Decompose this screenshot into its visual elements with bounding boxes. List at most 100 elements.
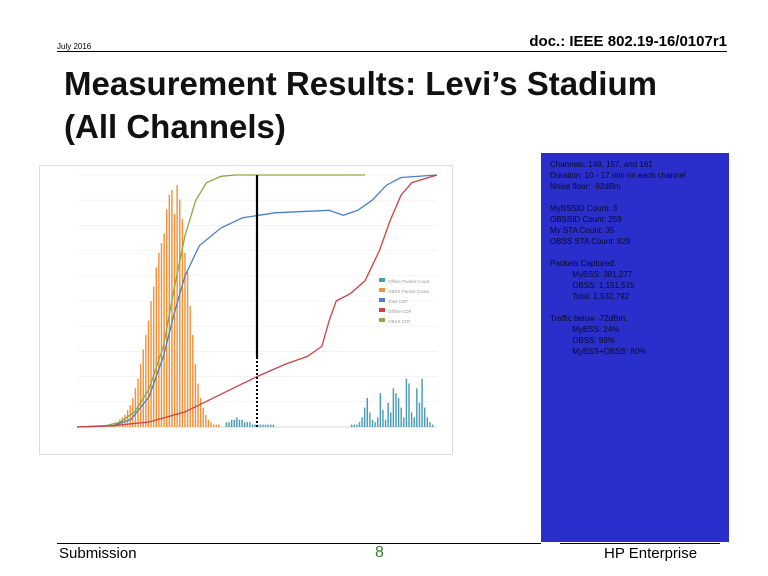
obss-bar [189,306,191,427]
obss-bar [160,243,163,427]
offsite-bar [249,422,251,427]
obss-bar [147,320,150,427]
offsite-bar [400,407,402,427]
obss-bar [150,301,152,427]
offsite-bar [251,424,254,427]
obss-bar [145,335,147,427]
obss-bar [171,189,173,427]
offsite-bar [397,397,400,427]
obss-bar [126,410,129,427]
offsite-bar [267,424,269,427]
obss-bar [129,405,131,427]
legend-label: Offsite CDF [388,309,412,314]
obss-bar [139,364,142,427]
offsite-bar [259,424,262,427]
offsite-bar [243,422,246,427]
panel-line: Duration: 10 - 17 min on each channel [550,171,686,180]
obss-bar [212,424,215,427]
panel-line: MyBSS: 24% [550,325,620,334]
offsite-bar [246,422,248,427]
obss-bar [165,209,168,427]
panel-line: MyBSS+OBSS: 80% [550,347,647,356]
obss-bar [173,214,176,427]
obss-cdf-line [76,174,365,428]
offsite-bar [241,419,243,427]
offsite-bar [236,417,238,427]
offsite-bar [379,393,382,427]
obss-bar [215,424,217,427]
obss-bar [184,252,186,427]
panel-line: Packets Captured: [550,259,616,268]
offsite-bar [387,402,389,427]
offsite-bar [353,424,355,427]
footer-submission: Submission [59,545,137,562]
offsite-bar [405,378,408,427]
obss-bar [186,272,189,427]
offsite-bar [426,417,428,427]
offsite-bar [416,388,418,427]
legend-swatch [379,288,385,292]
offsite-bar [371,419,374,427]
panel-line: Total: 1,532,792 [550,292,630,301]
stats-panel: Channels: 149, 157, and 161 Duration: 10 … [541,153,729,542]
legend-swatch [379,308,385,312]
panel-line: MyBSSID Count: 3 [550,204,618,213]
footer-page-number: 8 [375,544,384,561]
panel-line: MyBSS: 381,277 [550,270,633,279]
legend-label: OBSS Packet Count [388,289,430,294]
header-doc-id: doc.: IEEE 802.19-16/0107r1 [529,33,727,50]
offsite-bar [395,393,397,427]
panel-line: OBSSID Count: 259 [550,215,622,224]
obss-bar [181,218,184,427]
offsite-bar [390,412,392,427]
panel-line: OBSS STA Count: 829 [550,237,631,246]
panel-line: Traffic below -72dBm: [550,314,628,323]
obss-bar [194,364,197,427]
obss-bar [163,233,165,427]
obss-bar [168,194,171,427]
offsite-bar [228,422,230,427]
panel-line: Channels: 149, 157, and 161 [550,160,653,169]
offsite-bar [418,402,421,427]
footer-divider-right [560,543,720,544]
title-line-1: Measurement Results: Levi’s Stadium [64,65,657,102]
offsite-bar [421,378,423,427]
obss-bar [192,335,194,427]
offsite-bar [384,419,387,427]
legend-swatch [379,278,385,282]
obss-bar [199,397,202,427]
offsite-bar [410,412,413,427]
offsite-bar [225,422,228,427]
header-date: July 2016 [57,42,92,51]
panel-line: Noise floor: -92dBm [550,182,621,191]
obss-bar [218,424,220,427]
panel-line: My STA Count: 35 [550,226,615,235]
obss-bar [134,388,137,427]
footer-company: HP Enterprise [604,545,698,562]
obss-bar [210,422,212,427]
offsite-bar [431,424,434,427]
chart-svg: Offsite Packet Count OBSS Packet Count Tot… [39,165,453,455]
legend-swatch [379,318,385,322]
legend-label: OBSS CDF [388,319,411,324]
offsite-bar [272,424,275,427]
obss-bar [179,199,181,427]
obss-bar [202,407,204,427]
offsite-bar [350,424,353,427]
offsite-bar [377,417,379,427]
obss-bar [205,414,207,427]
rssi-chart: Offsite Packet Count OBSS Packet Count Tot… [39,165,453,455]
offsite-bar [264,424,267,427]
offsite-bar [361,417,363,427]
legend-swatch [379,298,385,302]
obss-bar [142,349,144,427]
offsite-bar [413,417,415,427]
panel-line: OBSS: 99% [550,336,615,345]
offsite-bar [423,407,426,427]
legend-label: Offsite Packet Count [388,279,430,284]
offsite-bar [363,407,366,427]
header-divider [57,51,727,52]
offsite-bar [403,417,405,427]
offsite-bar [356,424,358,427]
offsite-bar [270,424,272,427]
